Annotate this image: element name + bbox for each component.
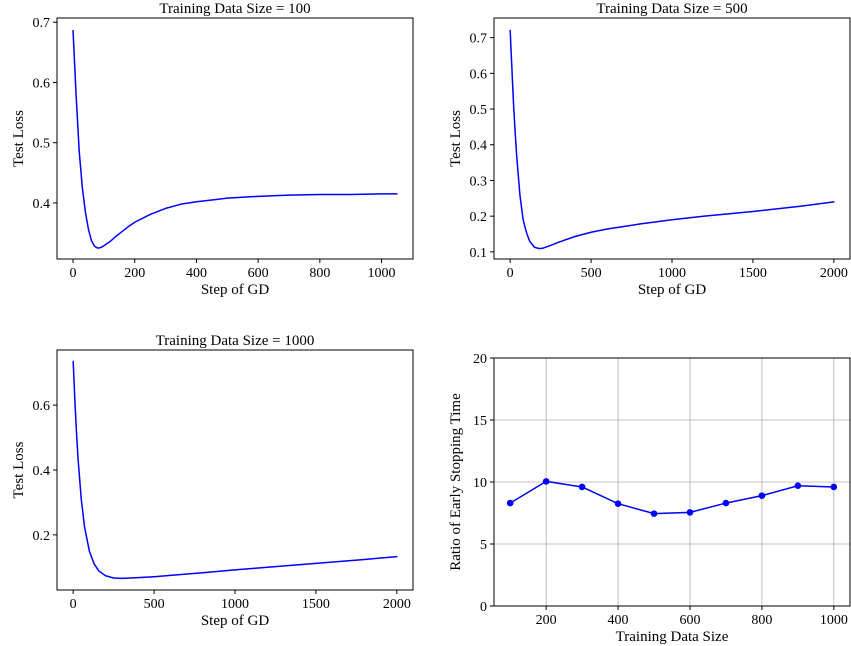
y-tick-label: 0.1: [470, 246, 488, 261]
x-tick-label: 2000: [820, 266, 848, 281]
y-tick-label: 0.6: [33, 399, 51, 414]
x-axis-label: Step of GD: [201, 613, 269, 629]
y-tick-label: 0.4: [33, 464, 51, 479]
x-tick-label: 1000: [820, 613, 848, 628]
y-tick-label: 20: [473, 352, 487, 367]
data-point: [686, 509, 694, 516]
y-tick-label: 15: [473, 414, 487, 429]
y-tick-label: 0.5: [470, 103, 488, 118]
data-point: [506, 499, 514, 507]
chart-title: Training Data Size = 100: [159, 1, 310, 17]
x-tick-label: 0: [70, 266, 77, 281]
y-tick-label: 0.4: [33, 197, 51, 212]
data-point: [614, 500, 622, 508]
series-line: [72, 360, 398, 580]
axes-frame: [56, 349, 414, 591]
y-tick-label: 0.2: [470, 210, 488, 225]
y-tick-label: 0.2: [33, 529, 51, 544]
x-axis-label: Step of GD: [638, 282, 706, 298]
axes-frame: [493, 17, 851, 260]
y-axis-label: Test Loss: [11, 110, 27, 167]
x-tick-label: 500: [144, 597, 165, 612]
subplot-4: 200 400 600 800 1000 0 5 10 15 20 Training Data Si…: [448, 352, 851, 645]
y-tick-label: 5: [480, 538, 487, 553]
y-tick-label: 0.5: [33, 137, 51, 152]
x-tick-label: 1000: [368, 266, 396, 281]
x-tick-label: 1000: [658, 266, 686, 281]
y-tick-label: 10: [473, 476, 487, 491]
x-tick-label: 2000: [383, 597, 411, 612]
x-tick-label: 0: [507, 266, 514, 281]
y-axis-label: Ratio of Early Stopping Time: [448, 393, 464, 571]
chart-title: Training Data Size = 500: [596, 1, 747, 17]
data-point: [542, 478, 550, 485]
series-line: [509, 480, 835, 515]
subplot-2: 0 500 1000 1500 2000 0.1 0.2 0.3 0.4 0.5 0.6 0.7 Tra…: [448, 1, 851, 298]
data-point: [830, 483, 838, 491]
chart-title: Training Data Size = 1000: [156, 333, 315, 349]
x-tick-label: 600: [248, 266, 269, 281]
x-axis-label: Step of GD: [201, 282, 269, 298]
y-tick-label: 0.7: [33, 16, 51, 31]
x-tick-label: 1000: [221, 597, 249, 612]
y-tick-label: 0: [480, 600, 487, 615]
y-tick-label: 0.7: [470, 32, 488, 47]
data-point: [578, 483, 586, 491]
x-tick-label: 200: [536, 613, 557, 628]
x-tick-label: 600: [679, 613, 700, 628]
data-point: [650, 510, 658, 517]
data-point: [794, 482, 802, 490]
x-axis-label: Training Data Size: [616, 629, 729, 645]
x-tick-label: 400: [608, 613, 629, 628]
y-tick-label: 0.3: [470, 174, 488, 189]
data-point: [722, 499, 730, 507]
x-tick-label: 1500: [739, 266, 767, 281]
y-tick-label: 0.6: [470, 67, 488, 82]
y-tick-label: 0.4: [470, 139, 488, 154]
x-tick-label: 400: [186, 266, 207, 281]
series-line: [72, 29, 398, 249]
y-tick-label: 0.6: [33, 76, 51, 91]
y-axis-label: Test Loss: [11, 441, 27, 498]
x-tick-label: 200: [124, 266, 145, 281]
subplot-3: 0 500 1000 1500 2000 0.2 0.4 0.6 Training Data S…: [11, 333, 414, 629]
axes-frame: [56, 17, 414, 260]
x-tick-label: 800: [309, 266, 330, 281]
data-point: [758, 492, 766, 499]
x-tick-label: 500: [581, 266, 602, 281]
y-axis-label: Test Loss: [448, 110, 464, 167]
series-line: [509, 29, 835, 250]
x-tick-label: 800: [751, 613, 772, 628]
x-tick-label: 0: [70, 597, 77, 612]
subplot-1: 0 200 400 600 800 1000 0.4 0.5 0.6 0.7 Training Da…: [11, 1, 414, 298]
x-tick-label: 1500: [302, 597, 330, 612]
